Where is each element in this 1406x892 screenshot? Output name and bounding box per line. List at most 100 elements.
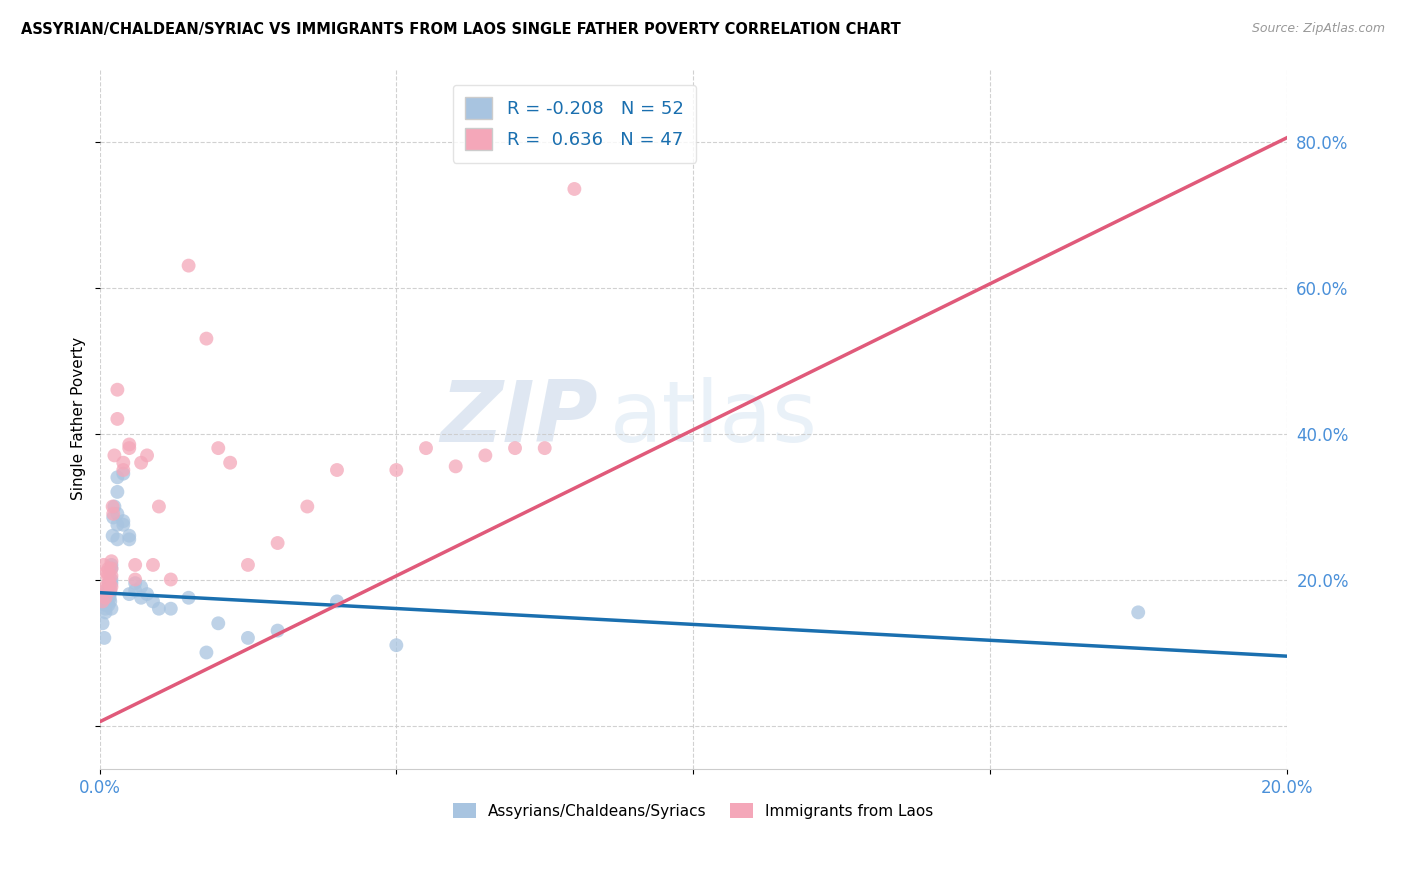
- Point: [98, 576, 121, 591]
- Point: [129, 591, 152, 605]
- Point: [98, 594, 121, 608]
- Point: [101, 529, 124, 543]
- Point: [105, 412, 128, 426]
- Point: [118, 587, 141, 601]
- Point: [124, 573, 146, 587]
- Point: [97, 598, 120, 612]
- Point: [533, 441, 555, 455]
- Point: [100, 558, 122, 572]
- Point: [94, 605, 117, 619]
- Point: [136, 449, 159, 463]
- Point: [94, 594, 117, 608]
- Point: [112, 467, 135, 481]
- Point: [207, 616, 229, 631]
- Point: [105, 507, 128, 521]
- Point: [97, 591, 120, 605]
- Point: [326, 463, 349, 477]
- Point: [148, 500, 170, 514]
- Point: [136, 587, 159, 601]
- Point: [98, 583, 121, 598]
- Point: [97, 561, 120, 575]
- Point: [236, 558, 259, 572]
- Point: [96, 565, 118, 579]
- Point: [297, 500, 319, 514]
- Point: [474, 449, 496, 463]
- Point: [112, 517, 135, 532]
- Point: [94, 587, 117, 601]
- Point: [94, 580, 117, 594]
- Point: [159, 573, 181, 587]
- Point: [195, 646, 218, 660]
- Point: [142, 594, 165, 608]
- Point: [100, 561, 122, 575]
- Point: [100, 554, 122, 568]
- Point: [98, 587, 121, 601]
- Point: [94, 583, 117, 598]
- Point: [91, 594, 114, 608]
- Point: [97, 580, 120, 594]
- Point: [103, 449, 125, 463]
- Point: [266, 536, 288, 550]
- Point: [177, 591, 200, 605]
- Point: [124, 583, 146, 598]
- Text: atlas: atlas: [610, 377, 818, 460]
- Point: [124, 558, 146, 572]
- Point: [1128, 605, 1150, 619]
- Point: [105, 484, 128, 499]
- Point: [94, 598, 117, 612]
- Point: [100, 601, 122, 615]
- Point: [103, 510, 125, 524]
- Point: [98, 583, 121, 598]
- Text: ASSYRIAN/CHALDEAN/SYRIAC VS IMMIGRANTS FROM LAOS SINGLE FATHER POVERTY CORRELATI: ASSYRIAN/CHALDEAN/SYRIAC VS IMMIGRANTS F…: [21, 22, 901, 37]
- Point: [564, 182, 586, 196]
- Point: [177, 259, 200, 273]
- Point: [124, 576, 146, 591]
- Point: [112, 514, 135, 528]
- Point: [503, 441, 526, 455]
- Point: [103, 500, 125, 514]
- Point: [98, 576, 121, 591]
- Point: [100, 576, 122, 591]
- Point: [112, 456, 135, 470]
- Point: [129, 456, 152, 470]
- Text: Source: ZipAtlas.com: Source: ZipAtlas.com: [1251, 22, 1385, 36]
- Point: [118, 437, 141, 451]
- Point: [98, 591, 121, 605]
- Point: [118, 533, 141, 547]
- Point: [101, 500, 124, 514]
- Point: [266, 624, 288, 638]
- Point: [385, 638, 408, 652]
- Point: [91, 616, 114, 631]
- Point: [444, 459, 467, 474]
- Point: [96, 569, 118, 583]
- Point: [94, 601, 117, 615]
- Point: [148, 601, 170, 615]
- Point: [103, 507, 125, 521]
- Point: [100, 580, 122, 594]
- Point: [100, 561, 122, 575]
- Point: [94, 591, 117, 605]
- Point: [159, 601, 181, 615]
- Y-axis label: Single Father Poverty: Single Father Poverty: [72, 337, 86, 500]
- Point: [97, 576, 120, 591]
- Point: [118, 441, 141, 455]
- Point: [100, 569, 122, 583]
- Point: [105, 470, 128, 484]
- Point: [142, 558, 165, 572]
- Point: [93, 558, 115, 572]
- Point: [96, 583, 118, 598]
- Point: [129, 580, 152, 594]
- Point: [112, 463, 135, 477]
- Point: [326, 594, 349, 608]
- Point: [236, 631, 259, 645]
- Point: [219, 456, 242, 470]
- Point: [105, 517, 128, 532]
- Point: [105, 533, 128, 547]
- Point: [98, 569, 121, 583]
- Point: [93, 631, 115, 645]
- Point: [100, 573, 122, 587]
- Point: [195, 332, 218, 346]
- Point: [415, 441, 437, 455]
- Point: [96, 587, 118, 601]
- Point: [105, 383, 128, 397]
